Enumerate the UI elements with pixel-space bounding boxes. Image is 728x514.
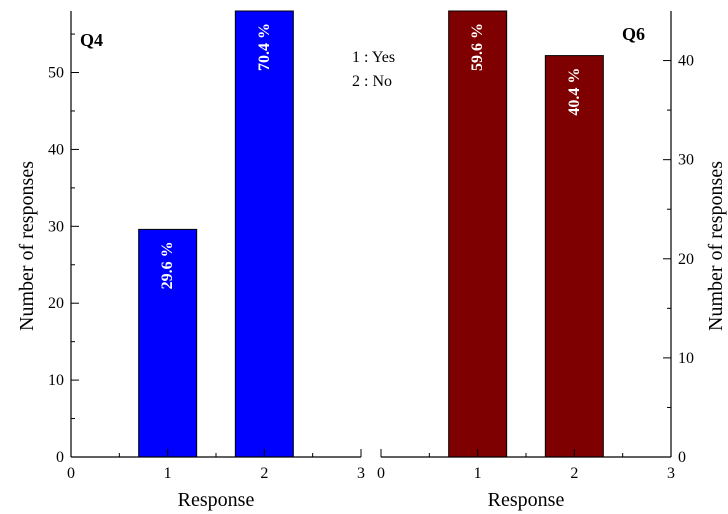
panel-label: Q6 (622, 24, 645, 44)
bar-1 (448, 10, 508, 458)
x-tick-label: 0 (377, 465, 385, 482)
bar-value-label-1: 59.6 % (469, 23, 486, 71)
x-tick-label: 0 (67, 465, 75, 482)
y-tick-label: 0 (56, 449, 64, 466)
bar-value-label-2: 70.4 % (256, 23, 273, 71)
y-tick-label: 30 (678, 152, 694, 169)
q6-panel: 59.6 %40.4 %0 1 2 3010203040ResponseNumber … (377, 10, 727, 511)
y-tick-label: 10 (678, 350, 694, 367)
y-tick-label: 20 (48, 295, 64, 312)
x-axis-title: Response (178, 489, 255, 511)
y-axis-title: Number of responses (16, 161, 38, 331)
bar-2 (234, 10, 294, 458)
x-tick-label: 1 (164, 465, 172, 482)
y-tick-label: 40 (48, 141, 64, 158)
x-tick-label: 3 (357, 465, 365, 482)
y-tick-label: 30 (48, 218, 64, 235)
x-tick-label: 2 (570, 465, 578, 482)
y-tick-label: 40 (678, 53, 694, 70)
x-tick-label: 2 (260, 465, 268, 482)
y-tick-label: 20 (678, 251, 694, 268)
x-tick-label: 3 (667, 465, 675, 482)
panel-label: Q4 (80, 30, 103, 50)
y-axis-title: Number of responses (705, 161, 727, 331)
x-tick-label: 1 (474, 465, 482, 482)
y-tick-label: 10 (48, 372, 64, 389)
x-axis-title: Response (488, 489, 565, 511)
y-tick-label: 0 (678, 449, 686, 466)
legend-entry-no: 2 : No (352, 73, 392, 90)
bar-2 (544, 55, 604, 458)
legend-entry-yes: 1 : Yes (352, 49, 395, 66)
bar-value-label-1: 29.6 % (159, 241, 176, 289)
legend: 1 : Yes 2 : No (352, 49, 395, 90)
q4-panel: 29.6 %70.4 %0 1 2 301020304050ResponseNumbe… (16, 10, 365, 511)
bar-value-label-2: 40.4 % (566, 68, 583, 116)
bar-1 (138, 228, 198, 458)
y-tick-label: 50 (48, 65, 64, 82)
